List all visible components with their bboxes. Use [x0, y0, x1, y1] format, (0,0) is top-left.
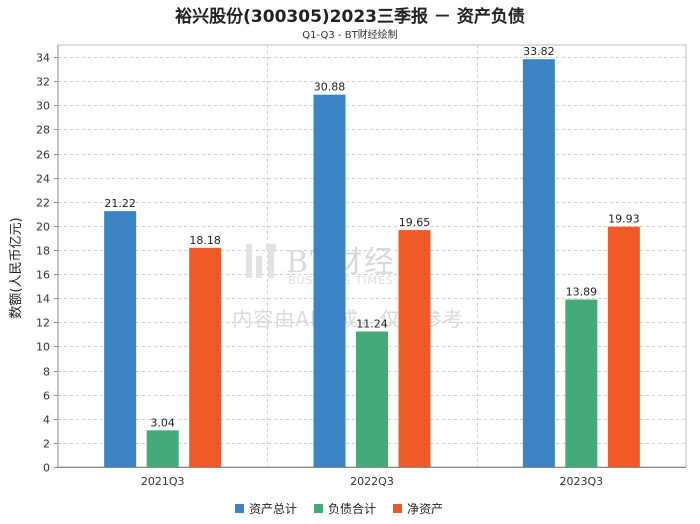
legend-label: 资产总计 — [249, 502, 297, 516]
data-label: 11.24 — [356, 317, 388, 330]
bar — [356, 331, 388, 467]
bar — [104, 211, 137, 467]
legend-label: 净资产 — [407, 502, 443, 516]
data-label: 33.82 — [523, 45, 555, 58]
data-label: 13.89 — [566, 286, 598, 299]
y-tick-label: 24 — [36, 173, 50, 186]
data-label: 18.18 — [189, 234, 221, 247]
y-tick-label: 10 — [36, 341, 50, 354]
bar — [607, 226, 640, 467]
bars-layer: 21.22 3.04 18.18 30.88 11.24 19.65 33.82 13.89 1… — [104, 45, 640, 468]
x-tick-label: 2021Q3 — [141, 475, 185, 488]
y-tick-label: 18 — [36, 245, 50, 258]
legend-label: 负债合计 — [328, 501, 376, 516]
y-tick-label: 26 — [36, 149, 50, 162]
legend-swatch — [393, 504, 402, 513]
data-label: 19.93 — [608, 213, 640, 226]
data-label: 21.22 — [104, 197, 136, 210]
y-tick-label: 0 — [43, 462, 50, 475]
data-label: 30.88 — [314, 81, 346, 94]
x-tick-label: 2023Q3 — [560, 475, 604, 488]
data-label: 3.04 — [150, 416, 175, 429]
data-label: 19.65 — [399, 216, 431, 229]
bar — [565, 299, 598, 467]
bar — [522, 59, 555, 468]
y-tick-label: 8 — [43, 366, 50, 379]
legend: 资产总计 负债合计 净资产 — [235, 501, 443, 516]
y-tick-label: 6 — [43, 390, 50, 403]
y-tick-label: 30 — [36, 100, 50, 113]
y-tick-label: 28 — [36, 124, 50, 137]
y-tick-label: 20 — [36, 221, 50, 234]
bar — [313, 94, 346, 468]
y-tick-label: 4 — [43, 414, 50, 427]
y-axis-label: 数额(人民币亿元) — [9, 217, 24, 318]
y-tick-label: 2 — [43, 438, 50, 451]
y-tick-label: 16 — [36, 269, 50, 282]
x-tick-label: 2022Q3 — [350, 475, 394, 488]
chart-subtitle: Q1-Q3 - BT财经绘制 — [302, 28, 397, 41]
legend-swatch — [314, 504, 323, 513]
watermark-logo-icon — [246, 244, 276, 278]
bar — [398, 230, 431, 467]
legend-swatch — [235, 504, 244, 513]
bar — [189, 247, 222, 467]
bar — [146, 430, 179, 467]
y-tick-label: 22 — [36, 197, 50, 210]
y-tick-label: 12 — [36, 317, 50, 330]
y-tick-label: 34 — [36, 52, 50, 65]
y-tick-label: 14 — [36, 293, 50, 306]
chart-title: 裕兴股份(300305)2023三季报 － 资产负债 — [175, 6, 525, 27]
y-tick-label: 32 — [36, 76, 50, 89]
